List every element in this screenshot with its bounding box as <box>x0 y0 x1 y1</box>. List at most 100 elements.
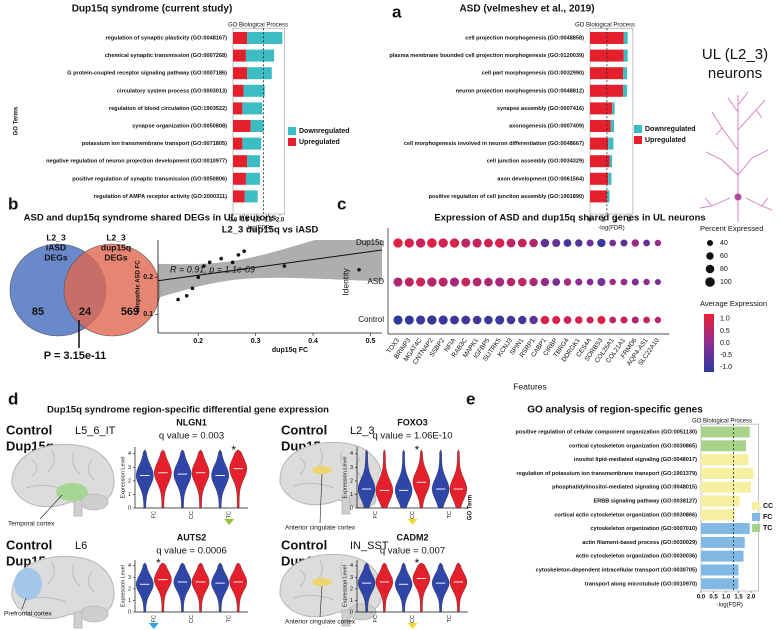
category-label: synapse organization (GO:0050808) <box>132 123 227 129</box>
bar <box>233 155 248 168</box>
dot <box>484 277 493 287</box>
violin <box>394 449 413 509</box>
category-label: G protein-coupled receptor signaling pat… <box>67 71 227 77</box>
legend-label: 100 <box>720 279 732 286</box>
dot <box>597 277 606 287</box>
point <box>207 260 212 265</box>
y-tick-label: 3 <box>128 465 131 471</box>
brainstem <box>73 499 83 517</box>
bar <box>245 49 275 62</box>
y-tick-label: 2 <box>350 478 353 484</box>
significance-mark: * <box>231 443 236 457</box>
region-label: Prefrontal cortex <box>4 611 52 618</box>
dot <box>518 277 527 287</box>
venn-set-label: L2_3 <box>46 232 66 242</box>
category-label: transport along microtubule (GO:0010970) <box>585 581 697 587</box>
y-tick-label: 3 <box>350 465 353 471</box>
category-label: axon development (GO:0061564) <box>497 176 584 182</box>
x-tick-label: 0.3 <box>251 338 261 345</box>
point <box>176 297 180 302</box>
bar <box>590 102 613 115</box>
legend-label: Control <box>281 422 327 437</box>
dot <box>404 315 414 325</box>
violin <box>375 562 394 613</box>
category-label: ERBB signaling pathway (GO:0038127) <box>593 498 697 504</box>
x-tick-label: 1.0 <box>252 218 261 224</box>
y-axis-label: Expression Level <box>342 457 348 499</box>
dot <box>438 277 448 287</box>
category-label: cell projection morphogenesis (GO:004885… <box>465 35 584 41</box>
violin <box>154 562 172 613</box>
chart-title: AUTS2 <box>177 532 207 542</box>
legend-label: TC <box>763 525 772 532</box>
bar <box>623 49 628 62</box>
dot <box>415 238 426 248</box>
chart-subtitle: GO Biological Process <box>228 23 288 29</box>
bar <box>606 190 610 203</box>
category-label: cytoskeleton-dependent intracellular tra… <box>536 567 697 573</box>
bar <box>590 190 607 203</box>
point <box>230 260 235 265</box>
dot <box>597 238 606 248</box>
leader-line <box>319 473 323 524</box>
point <box>196 275 201 280</box>
category-label: cortical cytoskeleton organization (GO:0… <box>569 443 697 449</box>
x-tick-label: 1.5 <box>734 595 743 601</box>
significance-mark: * <box>156 556 161 570</box>
legend-label: Downregulated <box>645 126 696 133</box>
legend-label: Upregulated <box>299 139 340 146</box>
brain-folds <box>293 447 363 489</box>
x-tick-label: FC <box>373 615 379 622</box>
x-axis-label: -log(FDR) <box>246 226 272 232</box>
panel-label: d <box>8 389 18 408</box>
panel-label: a <box>392 2 402 21</box>
row-label: ASD <box>368 277 385 286</box>
x-axis-label: dup15q FC <box>272 347 308 354</box>
venn-set-label: DEGs <box>44 252 67 262</box>
legend-title: Percent Expressed <box>700 224 763 233</box>
dot <box>529 315 538 325</box>
dot <box>620 239 628 247</box>
dot <box>461 315 471 325</box>
bar <box>244 190 258 203</box>
size-key <box>705 264 715 274</box>
brainstem <box>341 609 351 627</box>
violin <box>431 449 450 509</box>
venn-set-label: iASD <box>46 242 66 252</box>
y-tick-label: 0 <box>350 505 353 511</box>
category-label: cell morphogenesis involved in neuron di… <box>404 141 584 147</box>
legend-label: 80 <box>720 266 728 273</box>
dot <box>609 316 617 324</box>
x-axis-label: Features <box>513 381 547 391</box>
category-label: inositol lipid-mediated signaling (GO:00… <box>574 457 697 463</box>
y-tick-label: 3 <box>128 575 131 581</box>
x-tick-label: CC <box>189 615 195 623</box>
neuron-label: neurons <box>708 65 762 82</box>
chart-title: ASD (velmeshev et al., 2019) <box>459 4 594 15</box>
y-tick-label: 2 <box>350 586 353 592</box>
bar <box>609 155 613 168</box>
violin <box>173 562 192 613</box>
dot <box>449 277 460 287</box>
color-tick-label: -0.5 <box>720 352 732 359</box>
dot <box>586 239 594 247</box>
dot <box>416 315 426 325</box>
dot <box>484 315 493 325</box>
dot <box>472 315 482 325</box>
category-label: regulation of potassium ion transmembran… <box>516 471 697 477</box>
bar <box>590 120 611 132</box>
color-tick-label: 0.5 <box>720 328 730 335</box>
dot <box>506 315 516 325</box>
legend-swatch <box>752 502 760 510</box>
violin <box>191 449 210 509</box>
dot <box>427 238 437 248</box>
cell-type: L6 <box>75 540 87 552</box>
dot <box>427 315 437 325</box>
color-tick-label: -1.0 <box>720 364 732 371</box>
x-tick-label: 0.0 <box>697 595 706 601</box>
bar <box>247 67 272 80</box>
bar <box>701 578 739 590</box>
cell-type: L2_3 <box>350 425 374 437</box>
violin <box>431 562 450 613</box>
p-value: P = 3.15e-11 <box>44 350 107 362</box>
